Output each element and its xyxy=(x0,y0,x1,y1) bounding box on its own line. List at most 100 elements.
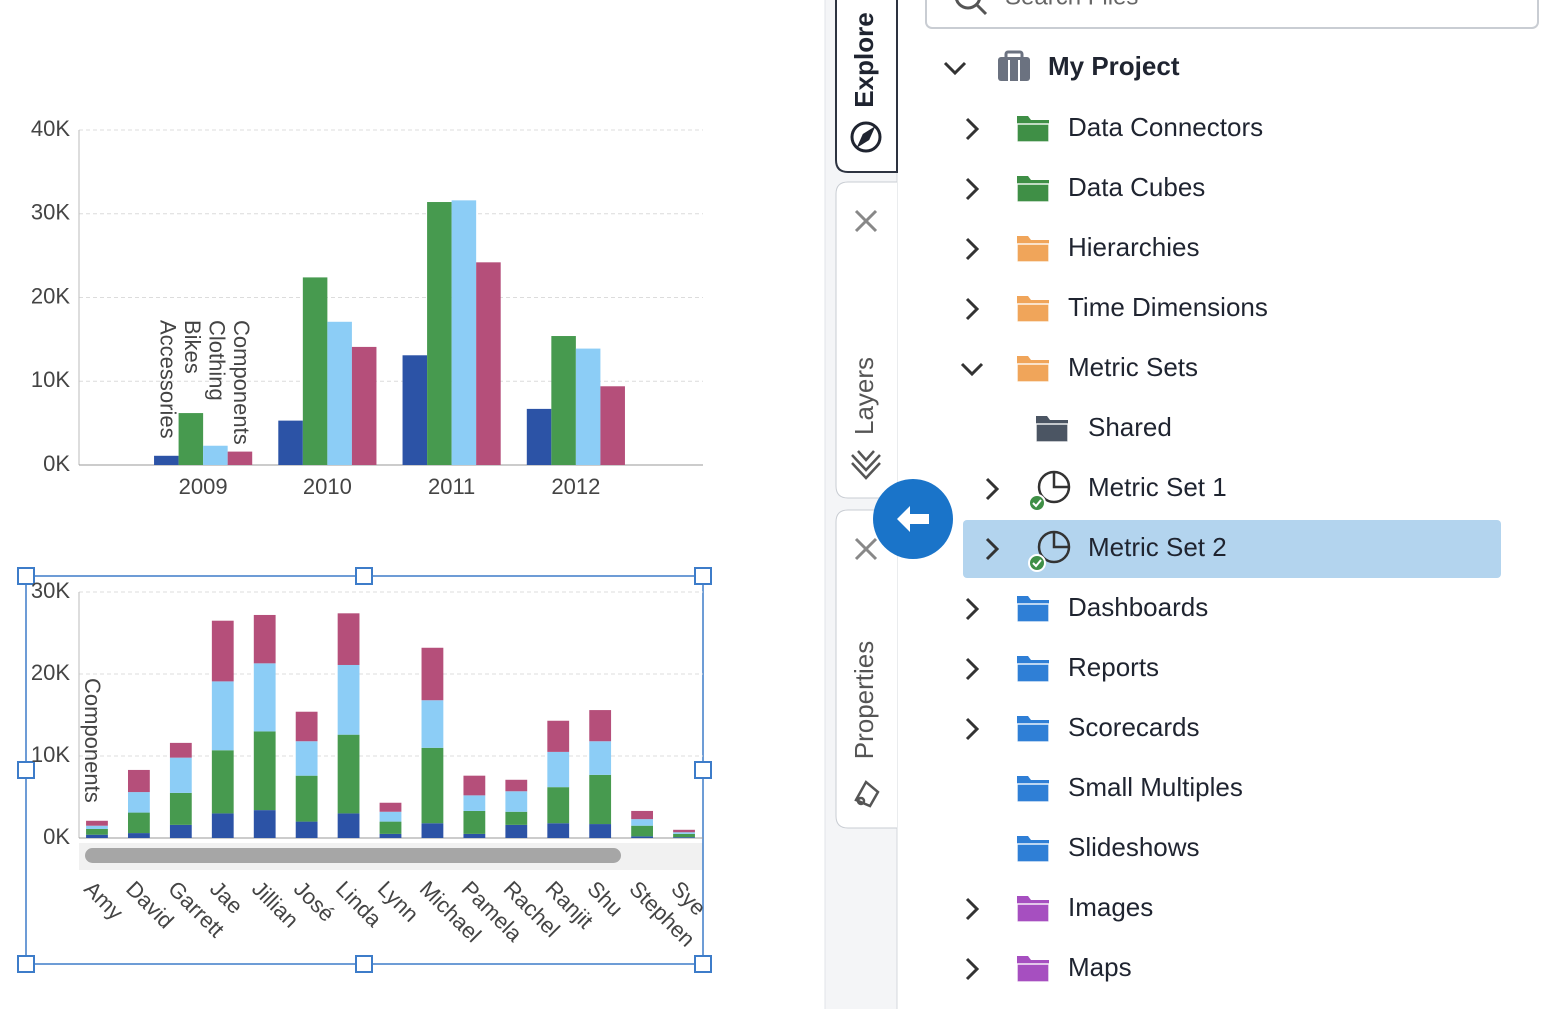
chevron[interactable] xyxy=(965,177,980,201)
y-tick-label: 40K xyxy=(31,116,70,141)
chevron[interactable] xyxy=(985,537,1000,561)
resize-handle[interactable] xyxy=(17,761,35,779)
resize-handle[interactable] xyxy=(17,955,35,973)
chevron[interactable] xyxy=(965,117,980,141)
bar xyxy=(351,346,377,465)
bar-segment xyxy=(589,824,612,838)
selected-row[interactable] xyxy=(963,520,1501,578)
chevron[interactable] xyxy=(943,61,967,76)
tree-item[interactable]: Maps xyxy=(1068,952,1132,982)
bar-segment xyxy=(211,620,234,682)
tree-root[interactable]: My Project xyxy=(1048,51,1180,81)
resize-handle[interactable] xyxy=(17,567,35,585)
icon-part xyxy=(1016,123,1050,143)
resize-handle[interactable] xyxy=(694,761,712,779)
bar-segment xyxy=(253,614,276,664)
tree-item[interactable]: Metric Set 1 xyxy=(1088,472,1227,502)
bar-segment xyxy=(379,821,402,834)
chevron[interactable] xyxy=(960,362,984,377)
icon-part xyxy=(1016,723,1050,743)
x-tick-label: 2011 xyxy=(428,474,475,499)
close-icon[interactable] xyxy=(854,537,878,561)
chevron[interactable] xyxy=(965,657,980,681)
tree-item[interactable]: Shared xyxy=(1088,412,1172,442)
tree-item[interactable]: Images xyxy=(1068,892,1153,922)
y-tick-label: 20K xyxy=(31,660,70,685)
tree-item[interactable]: Data Connectors xyxy=(1068,112,1263,142)
bar-segment xyxy=(295,711,318,742)
chevron[interactable] xyxy=(965,897,980,921)
tree-item[interactable]: Small Multiples xyxy=(1068,772,1243,802)
bar xyxy=(302,277,328,465)
layers-icon xyxy=(851,450,881,480)
chevron[interactable] xyxy=(965,237,980,261)
explore-tab[interactable] xyxy=(835,0,898,173)
bar xyxy=(227,451,253,465)
annotation: Components xyxy=(80,678,105,803)
icon-part xyxy=(1028,554,1046,572)
chevron[interactable] xyxy=(965,717,980,741)
search-box[interactable] xyxy=(925,0,1539,29)
bar xyxy=(526,408,552,465)
search-icon xyxy=(955,0,988,16)
bar-segment xyxy=(127,769,150,793)
y-tick-label: 0K xyxy=(43,824,70,849)
tree-item[interactable]: Dashboards xyxy=(1068,592,1208,622)
bar-segment xyxy=(505,824,528,838)
resize-handle[interactable] xyxy=(355,955,373,973)
bar-segment xyxy=(589,774,612,825)
tree-item[interactable]: Data Cubes xyxy=(1068,172,1205,202)
tree-item[interactable]: Metric Sets xyxy=(1068,352,1198,382)
bar-segment xyxy=(211,813,234,838)
tree-item[interactable]: Slideshows xyxy=(1068,832,1200,862)
bar-segment xyxy=(86,820,108,826)
bar-segment xyxy=(589,710,612,742)
bar-segment xyxy=(295,741,318,776)
bar-segment xyxy=(589,741,612,775)
icon-part xyxy=(1016,243,1050,263)
folder-icon xyxy=(1016,836,1050,863)
bar-segment xyxy=(463,795,486,811)
chevron[interactable] xyxy=(965,297,980,321)
resize-handle[interactable] xyxy=(694,955,712,973)
chevron[interactable] xyxy=(965,597,980,621)
icon-part xyxy=(1016,663,1050,683)
chevron[interactable] xyxy=(985,477,1000,501)
bar-segment xyxy=(547,751,570,788)
collapse-button[interactable] xyxy=(873,479,953,559)
bar-segment xyxy=(211,750,234,814)
chevron[interactable] xyxy=(965,957,980,981)
scroll-thumb[interactable] xyxy=(85,848,621,863)
series-label: Bikes xyxy=(180,320,205,374)
layers-tab[interactable] xyxy=(835,181,897,499)
tab-label[interactable]: Explore xyxy=(849,12,879,107)
tree-item[interactable]: Reports xyxy=(1068,652,1159,682)
icon-part xyxy=(1016,183,1050,203)
bar xyxy=(278,420,303,465)
resize-handle[interactable] xyxy=(355,567,373,585)
bar xyxy=(575,348,601,465)
tree-item[interactable]: Scorecards xyxy=(1068,712,1200,742)
properties-tab[interactable] xyxy=(835,509,897,829)
bar-segment xyxy=(295,821,318,838)
bar-segment xyxy=(673,832,695,834)
series-label: Accessories xyxy=(156,320,181,439)
tree-item[interactable]: Metric Set 2 xyxy=(1088,532,1227,562)
x-tick-label: Jillian xyxy=(247,876,304,933)
bar-segment xyxy=(169,824,192,838)
tree-item[interactable]: Time Dimensions xyxy=(1068,292,1268,322)
close-icon[interactable] xyxy=(854,209,878,233)
bar-segment xyxy=(631,810,654,820)
y-tick-label: 30K xyxy=(31,200,70,225)
tab-label[interactable]: Layers xyxy=(849,357,879,435)
tab-label[interactable]: Properties xyxy=(849,641,879,760)
folder-icon xyxy=(1016,356,1050,383)
resize-handle[interactable] xyxy=(694,567,712,585)
bar-segment xyxy=(505,779,528,792)
bar-segment xyxy=(253,663,276,732)
bar-segment xyxy=(421,700,444,748)
tree-item[interactable]: Hierarchies xyxy=(1068,232,1200,262)
icon-part xyxy=(1052,472,1069,489)
folder-icon xyxy=(1016,956,1050,983)
